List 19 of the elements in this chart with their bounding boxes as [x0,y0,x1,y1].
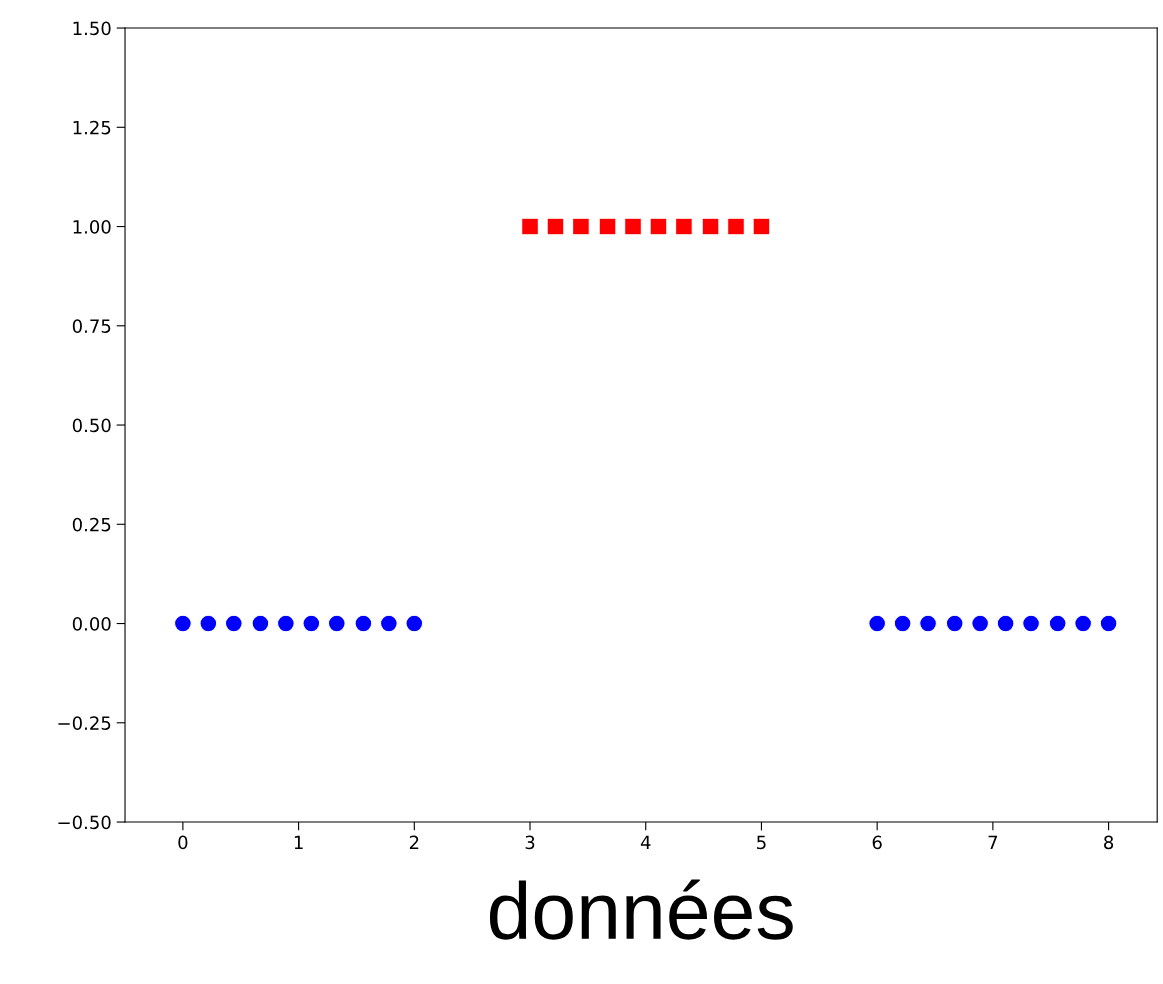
y-tick-label: 1.25 [73,120,111,135]
x-axis-title: données [489,879,793,940]
y-tick-label: 0.00 [72,617,111,631]
y-tick-label: 0.50 [72,418,111,433]
y-tick-label: −0.50 [58,815,111,830]
y-tick-label: −0.25 [58,716,111,730]
x-tick-label: 6 [872,835,882,850]
x-tick-label: 5 [757,835,766,850]
x-tick-label: 8 [1104,835,1114,850]
y-tick-label: 0.25 [72,517,111,532]
x-tick-label: 2 [409,835,419,849]
x-tick-label: 1 [294,835,303,849]
y-tick-label: 1.50 [73,21,111,36]
x-tick-label: 4 [640,835,651,849]
y-tick-label: 0.75 [72,319,111,333]
x-tick-label: 0 [178,835,188,850]
y-tick-label: 1.00 [73,220,111,234]
x-tick-label: 3 [525,835,535,850]
x-tick-label: 7 [988,835,998,849]
